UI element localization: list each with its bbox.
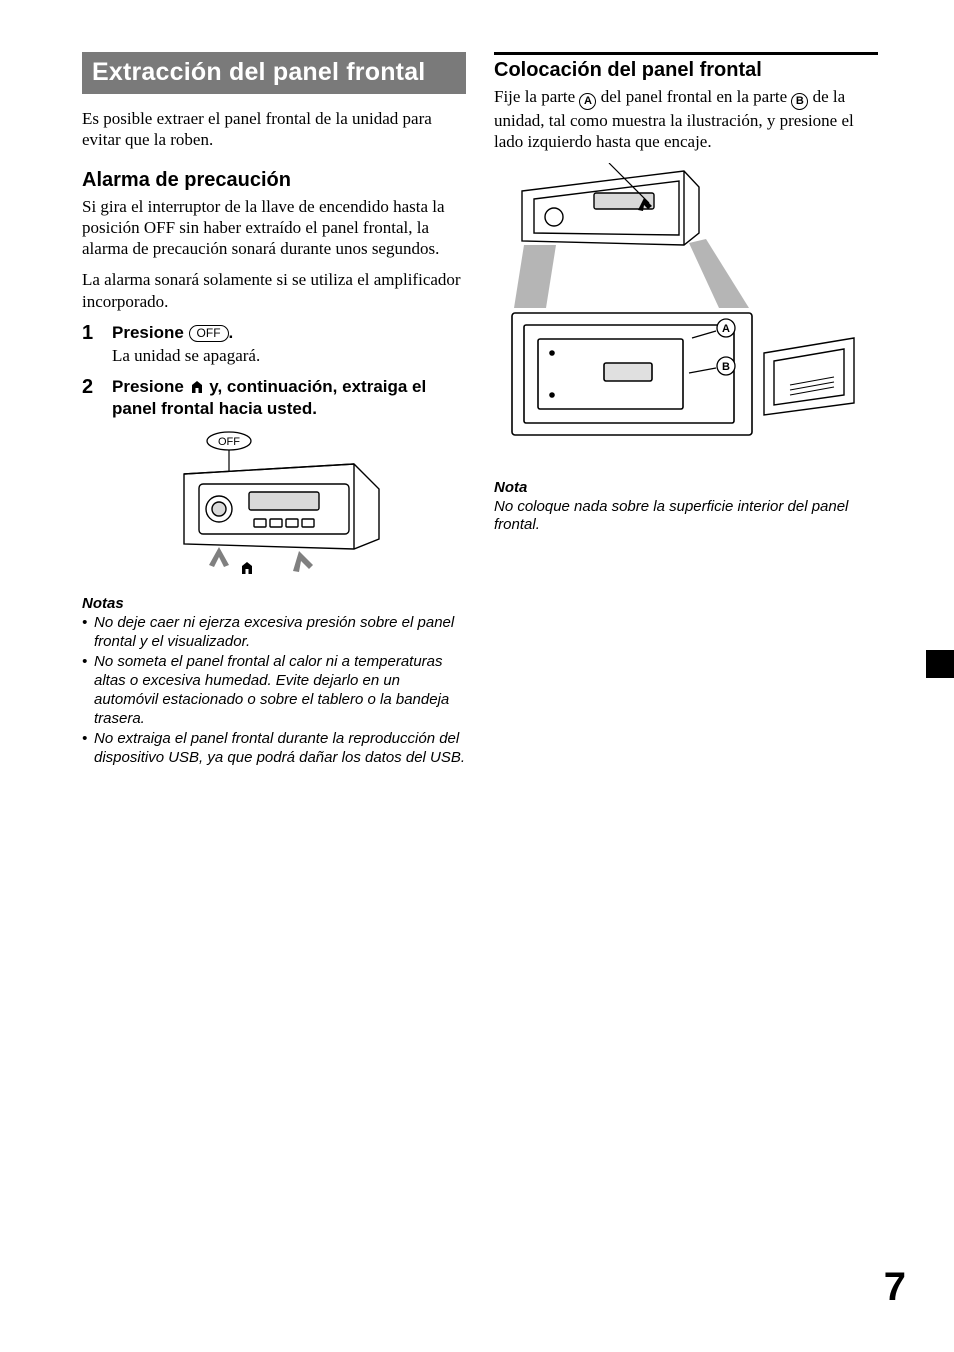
letter-b-icon: B bbox=[791, 93, 808, 110]
alarm-paragraph-1: Si gira el interruptor de la llave de en… bbox=[82, 196, 466, 260]
intro-paragraph: Es posible extraer el panel frontal de l… bbox=[82, 108, 466, 151]
svg-text:B: B bbox=[722, 361, 730, 373]
figure-attach-panel: A B bbox=[494, 163, 878, 463]
page-number: 7 bbox=[884, 1265, 906, 1310]
step-1: 1 Presione OFF. La unidad se apagará. bbox=[82, 322, 466, 367]
attach-paragraph: Fije la parte A del panel frontal en la … bbox=[494, 86, 878, 153]
attach-heading: Colocación del panel frontal bbox=[494, 59, 878, 82]
note-text: No coloque nada sobre la superficie inte… bbox=[494, 498, 878, 536]
step-1-heading: Presione OFF. bbox=[112, 322, 466, 343]
step-number: 2 bbox=[82, 376, 100, 419]
step-1-sub: La unidad se apagará. bbox=[112, 345, 466, 366]
figure-remove-panel: OFF bbox=[82, 429, 466, 579]
right-column: Colocación del panel frontal Fije la par… bbox=[494, 52, 878, 770]
step-2-heading: Presione y, continuación, extraiga el pa… bbox=[112, 376, 466, 419]
svg-text:A: A bbox=[722, 323, 730, 335]
note-item: No extraiga el panel frontal durante la … bbox=[82, 730, 466, 768]
off-button-label: OFF bbox=[189, 325, 229, 342]
notes-heading: Notas bbox=[82, 595, 466, 612]
page-edge-tab bbox=[926, 650, 954, 678]
section-title: Extracción del panel frontal bbox=[82, 52, 466, 94]
note-item: No someta el panel frontal al calor ni a… bbox=[82, 653, 466, 728]
step-2: 2 Presione y, continuación, extraiga el … bbox=[82, 376, 466, 419]
left-column: Extracción del panel frontal Es posible … bbox=[82, 52, 466, 770]
notes-list: No deje caer ni ejerza excesiva presión … bbox=[82, 614, 466, 768]
alarm-heading: Alarma de precaución bbox=[82, 169, 466, 192]
step-number: 1 bbox=[82, 322, 100, 367]
note-heading: Nota bbox=[494, 479, 878, 496]
figure-off-label: OFF bbox=[218, 436, 240, 448]
alarm-paragraph-2: La alarma sonará solamente si se utiliza… bbox=[82, 269, 466, 312]
release-icon bbox=[189, 378, 205, 394]
letter-a-icon: A bbox=[579, 93, 596, 110]
note-item: No deje caer ni ejerza excesiva presión … bbox=[82, 614, 466, 652]
